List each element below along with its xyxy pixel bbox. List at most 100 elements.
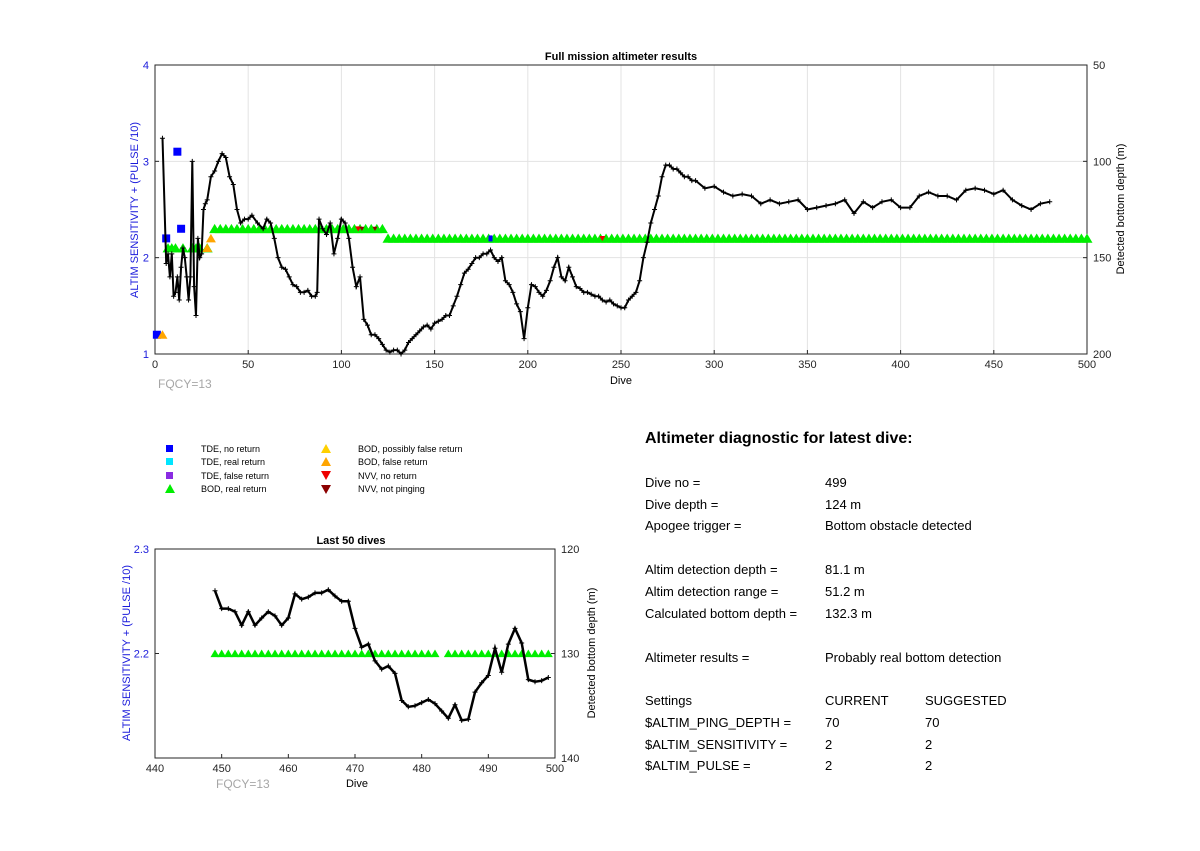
main-fqcy-annotation: FQCY=13 bbox=[158, 377, 212, 391]
depth-point bbox=[314, 289, 320, 295]
depth-point bbox=[898, 205, 904, 211]
legend-marker-tde-false-return bbox=[166, 472, 173, 479]
depth-point bbox=[637, 278, 643, 284]
legend-marker-tde-no-return bbox=[166, 445, 173, 452]
depth-point bbox=[577, 285, 583, 291]
bod-real-return-marker bbox=[170, 243, 182, 253]
depth-point bbox=[212, 168, 218, 174]
depth-point bbox=[424, 322, 430, 328]
diag-value: 132.3 m bbox=[825, 606, 872, 621]
depth-point bbox=[215, 158, 221, 164]
depth-point bbox=[786, 199, 792, 205]
legend-marker-nvv-not-pinging bbox=[321, 485, 331, 494]
depth-point bbox=[633, 289, 639, 295]
y-tick-label: 2.3 bbox=[134, 544, 149, 556]
depth-point bbox=[739, 191, 745, 197]
depth-point bbox=[832, 201, 838, 207]
legend-marker-nvv-no-return bbox=[321, 471, 331, 480]
bod-real-return-marker bbox=[250, 649, 260, 658]
y2-tick-label: 130 bbox=[561, 649, 579, 661]
depth-point bbox=[614, 303, 620, 309]
bod-real-return-marker bbox=[377, 649, 387, 658]
depth-point bbox=[252, 622, 258, 628]
legend-label: BOD, real return bbox=[201, 484, 267, 494]
depth-point bbox=[361, 316, 367, 322]
bod-real-return-marker bbox=[297, 649, 307, 658]
x-tick-label: 460 bbox=[279, 763, 297, 775]
depth-point bbox=[392, 670, 398, 676]
depth-point bbox=[387, 349, 393, 355]
tde-no-return-marker bbox=[152, 330, 161, 339]
depth-point bbox=[519, 640, 525, 646]
y2-tick-label: 120 bbox=[561, 544, 579, 556]
x-tick-label: 440 bbox=[146, 763, 164, 775]
depth-point bbox=[167, 274, 173, 280]
depth-point bbox=[644, 239, 650, 245]
depth-point bbox=[1019, 203, 1025, 209]
bod-real-return-marker bbox=[237, 649, 247, 658]
depth-point bbox=[379, 341, 385, 347]
depth-point bbox=[199, 251, 205, 257]
depth-point bbox=[301, 289, 307, 295]
depth-point bbox=[174, 274, 180, 280]
depth-point bbox=[954, 197, 960, 203]
depth-point bbox=[472, 689, 478, 695]
x-tick-label: 490 bbox=[479, 763, 497, 775]
x-tick-label: 0 bbox=[152, 359, 158, 371]
bod-false-marker bbox=[202, 243, 213, 253]
depth-point bbox=[514, 301, 520, 307]
depth-point bbox=[200, 207, 206, 212]
depth-point bbox=[364, 322, 370, 328]
depth-point bbox=[1000, 187, 1006, 193]
depth-point bbox=[294, 284, 300, 290]
depth-point bbox=[285, 615, 291, 621]
nvv-not-pinging-marker bbox=[359, 226, 365, 232]
depth-point bbox=[484, 251, 490, 257]
depth-point bbox=[545, 675, 551, 681]
depth-point bbox=[525, 305, 531, 311]
y2-tick-label: 100 bbox=[1093, 156, 1111, 168]
depth-point bbox=[499, 255, 505, 261]
depth-point bbox=[385, 663, 391, 669]
depth-point bbox=[173, 289, 179, 295]
x-tick-label: 500 bbox=[1078, 359, 1096, 371]
depth-point bbox=[935, 193, 941, 199]
depth-point bbox=[245, 609, 251, 615]
depth-point bbox=[454, 293, 460, 299]
legend-label: TDE, no return bbox=[201, 444, 260, 454]
depth-point bbox=[219, 606, 225, 612]
diag-label: Calculated bottom depth = bbox=[645, 606, 798, 621]
depth-point bbox=[991, 191, 997, 197]
depth-point bbox=[532, 679, 538, 685]
depth-point bbox=[394, 347, 400, 353]
depth-point bbox=[171, 293, 177, 299]
bod-real-return-marker bbox=[323, 649, 333, 658]
bod-false-marker bbox=[157, 330, 168, 339]
depth-point bbox=[916, 193, 922, 199]
depth-point bbox=[197, 255, 203, 261]
legend: TDE, no return TDE, real return TDE, fal… bbox=[165, 444, 463, 494]
bod-real-return-marker bbox=[223, 649, 233, 658]
depth-point bbox=[420, 324, 426, 330]
depth-point bbox=[622, 305, 628, 311]
depth-point bbox=[428, 326, 434, 332]
depth-point bbox=[652, 207, 658, 212]
depth-point bbox=[338, 216, 344, 222]
depth-point bbox=[981, 187, 987, 193]
depth-point bbox=[227, 174, 233, 180]
depth-point bbox=[450, 303, 456, 309]
depth-point bbox=[290, 282, 296, 288]
bod-real-return-marker bbox=[330, 649, 340, 658]
last50-y-axis-label: ALTIM SENSITIVITY + (PULSE /10) bbox=[121, 565, 133, 741]
depth-point bbox=[159, 135, 165, 141]
depth-point bbox=[412, 703, 418, 709]
depth-point bbox=[603, 299, 609, 305]
depth-point bbox=[238, 220, 244, 226]
main-y-axis-label: ALTIM SENSITIVITY + (PULSE /10) bbox=[129, 122, 141, 298]
depth-point bbox=[532, 284, 538, 290]
diag-value: 81.1 m bbox=[825, 562, 865, 577]
depth-point bbox=[625, 297, 631, 303]
depth-point bbox=[432, 701, 438, 707]
bod-real-return-marker bbox=[483, 649, 493, 658]
